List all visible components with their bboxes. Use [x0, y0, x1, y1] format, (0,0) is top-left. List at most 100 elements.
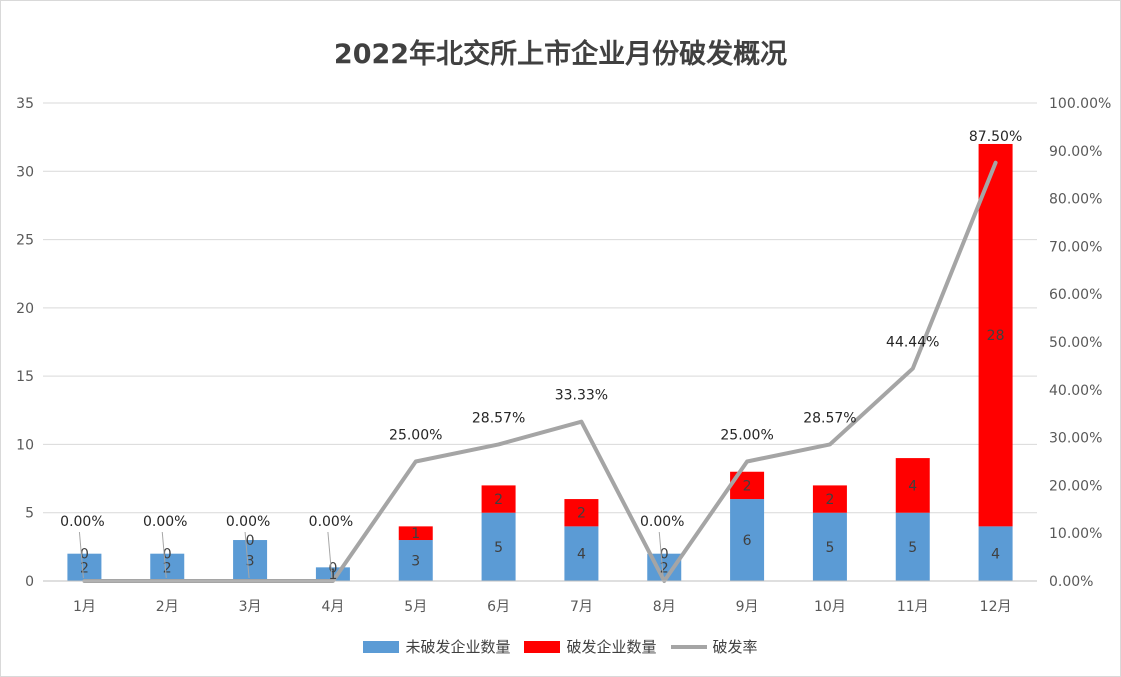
y-right-tick-label: 40.00%	[1049, 383, 1102, 399]
rate-leader-line	[327, 531, 333, 579]
line-breakage-rate	[82, 160, 998, 583]
y-left-tick-label: 15	[16, 369, 34, 385]
y-right-tick-label: 0.00%	[1049, 574, 1093, 590]
data-label-unbroken: 1	[328, 567, 337, 583]
y-left-tick-label: 5	[25, 506, 34, 522]
bar-broken	[398, 526, 433, 541]
bar-unbroken	[150, 553, 185, 581]
x-tick-label: 4月	[321, 599, 344, 615]
y-right-tick-label: 100.00%	[1049, 96, 1111, 112]
legend-swatch-rate	[670, 644, 707, 649]
bar-broken	[812, 485, 847, 513]
bar-unbroken	[895, 512, 930, 581]
y-left-tick-label: 10	[16, 437, 34, 453]
bar-unbroken	[564, 526, 599, 581]
bar-unbroken	[233, 540, 268, 581]
data-label-rate: 44.44%	[886, 335, 939, 351]
bar-broken	[978, 143, 1013, 527]
legend-item-rate: 破发率	[670, 636, 758, 657]
bar-broken	[481, 485, 516, 513]
data-label-broken: 0	[246, 533, 255, 549]
y-right-tick-label: 10.00%	[1049, 526, 1102, 542]
x-tick-label: 11月	[897, 599, 929, 615]
bar-unbroken	[812, 512, 847, 581]
bar-unbroken	[67, 553, 102, 581]
rate-leader-line	[244, 531, 250, 579]
bar-unbroken	[730, 499, 765, 581]
data-label-unbroken: 3	[411, 554, 420, 570]
bar-broken	[564, 499, 599, 527]
data-label-unbroken: 3	[246, 554, 255, 570]
data-label-unbroken: 5	[825, 540, 834, 556]
data-label-rate: 0.00%	[640, 514, 684, 530]
data-label-broken: 2	[825, 492, 834, 508]
y-left-tick-label: 20	[16, 301, 34, 317]
data-label-broken: 0	[328, 560, 337, 576]
data-label-rate: 28.57%	[803, 410, 856, 426]
y-left-tick-label: 35	[16, 96, 34, 112]
rate-leader-line	[658, 531, 664, 579]
data-label-unbroken: 2	[163, 560, 172, 576]
x-tick-label: 7月	[570, 599, 593, 615]
y-right-tick-label: 50.00%	[1049, 335, 1102, 351]
data-label-unbroken: 5	[908, 540, 917, 556]
x-tick-label: 10月	[814, 599, 846, 615]
x-tick-label: 9月	[736, 599, 759, 615]
data-label-rate: 0.00%	[143, 514, 187, 530]
data-label-unbroken: 2	[80, 560, 89, 576]
legend-item-broken: 破发企业数量	[524, 636, 657, 657]
data-label-rate: 87.50%	[969, 129, 1022, 145]
data-label-rate: 0.00%	[226, 514, 270, 530]
y-right-tick-label: 80.00%	[1049, 192, 1102, 208]
y-right-tick-label: 90.00%	[1049, 144, 1102, 160]
data-label-rate: 28.57%	[472, 410, 525, 426]
data-label-rate: 0.00%	[60, 514, 104, 530]
y-right-tick-label: 70.00%	[1049, 239, 1102, 255]
data-label-broken: 0	[163, 547, 172, 563]
bar-unbroken	[978, 526, 1013, 581]
data-label-broken: 2	[577, 506, 586, 522]
chart-title: 2022年北交所上市企业月份破发概况	[333, 39, 788, 70]
data-label-broken: 2	[743, 478, 752, 494]
x-tick-label: 6月	[487, 599, 510, 615]
y-left-tick-label: 0	[25, 574, 34, 590]
data-label-unbroken: 5	[494, 540, 503, 556]
data-label-broken: 4	[908, 478, 917, 494]
bar-broken	[895, 458, 930, 513]
y-right-tick-label: 20.00%	[1049, 478, 1102, 494]
data-label-broken: 28	[987, 328, 1005, 344]
y-left-tick-label: 30	[16, 164, 34, 180]
data-label-broken: 0	[80, 547, 89, 563]
x-tick-label: 5月	[404, 599, 427, 615]
legend-swatch-unbroken	[363, 640, 400, 653]
data-label-rate: 0.00%	[309, 514, 353, 530]
data-label-rate: 33.33%	[555, 388, 608, 404]
legend-swatch-broken	[524, 640, 561, 653]
legend-label-rate: 破发率	[712, 638, 758, 656]
data-label-rate: 25.00%	[720, 428, 773, 444]
y-right-tick-label: 30.00%	[1049, 431, 1102, 447]
data-label-broken: 2	[494, 492, 503, 508]
x-tick-label: 2月	[156, 599, 179, 615]
y-right-tick-label: 60.00%	[1049, 287, 1102, 303]
legend-label-broken: 破发企业数量	[566, 638, 657, 656]
x-tick-label: 1月	[73, 599, 96, 615]
legend-label-unbroken: 未破发企业数量	[405, 638, 511, 656]
x-tick-label: 12月	[980, 599, 1012, 615]
legend-item-unbroken: 未破发企业数量	[363, 636, 510, 657]
bar-unbroken	[481, 512, 516, 581]
data-label-rate: 25.00%	[389, 428, 442, 444]
data-label-unbroken: 6	[743, 533, 752, 549]
data-label-broken: 0	[660, 547, 669, 563]
rate-leader-line	[78, 531, 84, 579]
x-tick-label: 8月	[653, 599, 676, 615]
data-label-unbroken: 4	[577, 547, 586, 563]
x-tick-label: 3月	[239, 599, 262, 615]
y-left-tick-label: 25	[16, 233, 34, 249]
data-label-broken: 1	[411, 526, 420, 542]
data-label-unbroken: 4	[991, 547, 1000, 563]
bar-unbroken	[398, 540, 433, 581]
data-label-unbroken: 2	[660, 560, 669, 576]
